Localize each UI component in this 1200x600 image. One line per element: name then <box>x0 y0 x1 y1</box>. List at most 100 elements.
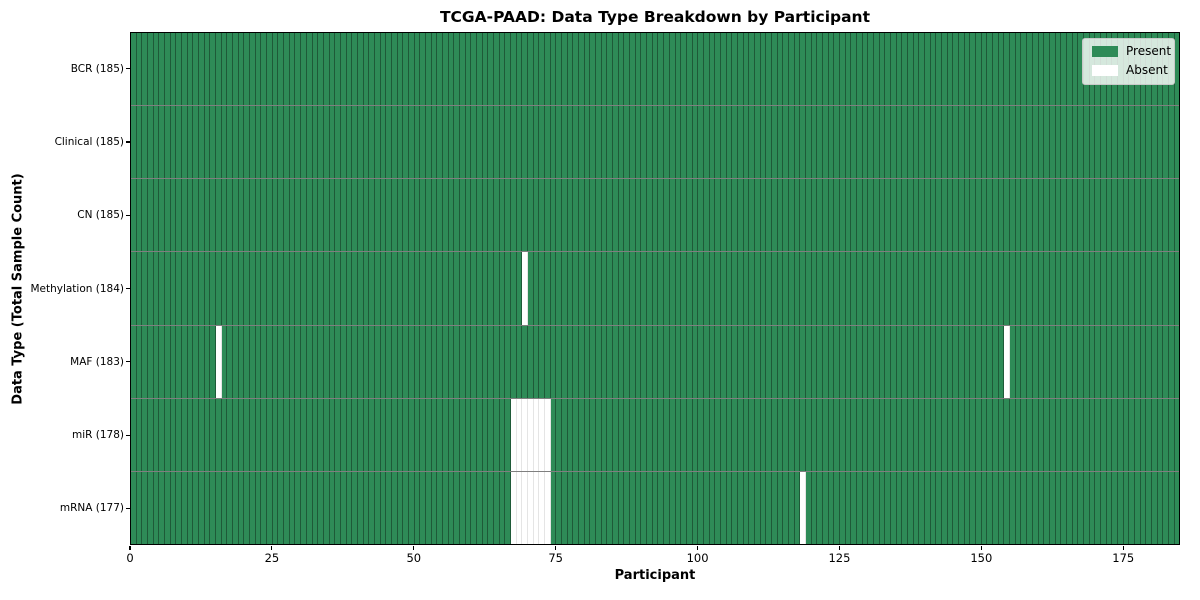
heatmap-cell <box>465 471 472 544</box>
heatmap-cell <box>1174 33 1180 106</box>
heatmap-cell <box>715 398 721 471</box>
heatmap-cell <box>817 325 823 398</box>
heatmap-cell <box>1151 106 1158 179</box>
heatmap-cell <box>357 106 364 179</box>
heatmap-cell <box>562 106 568 179</box>
heatmap-cell <box>289 471 296 544</box>
heatmap-cell <box>766 106 772 179</box>
heatmap-cell <box>261 471 268 544</box>
heatmap-cell <box>414 106 421 179</box>
heatmap-cell <box>981 179 988 252</box>
heatmap-cell <box>1049 398 1056 471</box>
heatmap-cell <box>1032 398 1039 471</box>
heatmap-cell <box>1174 471 1180 544</box>
heatmap-cell <box>573 106 580 179</box>
heatmap-cell <box>533 398 540 471</box>
heatmap-cell <box>919 252 926 325</box>
heatmap-cell <box>658 325 665 398</box>
heatmap-cell <box>942 33 948 106</box>
heatmap-cell <box>896 398 903 471</box>
heatmap-cell <box>1163 179 1169 252</box>
heatmap-cell <box>930 33 937 106</box>
heatmap-cell <box>771 33 778 106</box>
heatmap-cell <box>839 471 846 544</box>
heatmap-cell <box>675 325 682 398</box>
heatmap-cell <box>312 33 319 106</box>
heatmap-cell <box>579 179 585 252</box>
heatmap-cell <box>601 325 608 398</box>
heatmap-cell <box>737 471 744 544</box>
heatmap-cell <box>403 325 409 398</box>
heatmap-cell <box>953 252 960 325</box>
heatmap-cell <box>323 179 330 252</box>
heatmap-cell <box>397 252 404 325</box>
heatmap-cell <box>930 398 937 471</box>
heatmap-cell <box>272 471 279 544</box>
heatmap-cell <box>692 325 699 398</box>
heatmap-cell <box>329 33 336 106</box>
heatmap-cell <box>635 33 642 106</box>
heatmap-cell <box>567 471 574 544</box>
heatmap-cell <box>1049 106 1056 179</box>
heatmap-cell <box>142 179 149 252</box>
heatmap-cell <box>573 398 580 471</box>
heatmap-cell <box>970 252 977 325</box>
heatmap-cell <box>743 106 750 179</box>
heatmap-cell <box>771 325 778 398</box>
heatmap-cell <box>913 325 920 398</box>
heatmap-cell <box>908 179 914 252</box>
heatmap-cell <box>1044 179 1050 252</box>
heatmap-cell <box>431 398 438 471</box>
heatmap-cell <box>953 106 960 179</box>
heatmap-cell <box>238 106 245 179</box>
heatmap-cell <box>703 179 710 252</box>
heatmap-cell <box>250 179 256 252</box>
heatmap-cell <box>391 398 398 471</box>
heatmap-cell <box>238 398 245 471</box>
heatmap-cell <box>159 179 166 252</box>
heatmap-cell <box>885 471 892 544</box>
heatmap-cell <box>681 471 687 544</box>
heatmap-cell <box>131 398 137 471</box>
heatmap-cell <box>947 179 954 252</box>
heatmap-cell <box>925 252 931 325</box>
heatmap-cell <box>743 471 750 544</box>
heatmap-cell <box>505 106 512 179</box>
heatmap-cell <box>720 106 727 179</box>
heatmap-cell <box>919 325 926 398</box>
heatmap-cell <box>1129 179 1135 252</box>
heatmap-cell <box>471 325 477 398</box>
heatmap-cell <box>811 325 818 398</box>
heatmap-cell <box>1061 325 1067 398</box>
heatmap-cell <box>675 106 682 179</box>
heatmap-cell <box>862 471 869 544</box>
heatmap-cell <box>505 33 512 106</box>
heatmap-cell <box>681 252 687 325</box>
heatmap-cell <box>182 398 188 471</box>
heatmap-cell <box>289 106 296 179</box>
heatmap-cell <box>839 33 846 106</box>
heatmap-cell <box>613 106 619 179</box>
heatmap-cell <box>936 179 943 252</box>
heatmap-cell <box>573 252 580 325</box>
heatmap-cell <box>675 179 682 252</box>
heatmap-cell <box>346 179 353 252</box>
x-tick-mark <box>413 545 415 550</box>
heatmap-cell <box>482 471 489 544</box>
heatmap-cell <box>766 252 772 325</box>
heatmap-cell <box>408 398 415 471</box>
heatmap-cell <box>556 398 563 471</box>
heatmap-cell <box>896 252 903 325</box>
heatmap-cell <box>686 252 693 325</box>
heatmap-cell <box>233 106 239 179</box>
heatmap-cell <box>1015 179 1022 252</box>
heatmap-cell <box>397 33 404 106</box>
heatmap-cell <box>902 33 909 106</box>
y-tick-label: MAF (183) <box>70 355 124 368</box>
heatmap-cell <box>255 471 262 544</box>
heatmap-cell <box>522 471 529 544</box>
heatmap-cell <box>386 33 392 106</box>
heatmap-cell <box>556 325 563 398</box>
heatmap-cell <box>516 106 523 179</box>
heatmap-cell <box>862 252 869 325</box>
